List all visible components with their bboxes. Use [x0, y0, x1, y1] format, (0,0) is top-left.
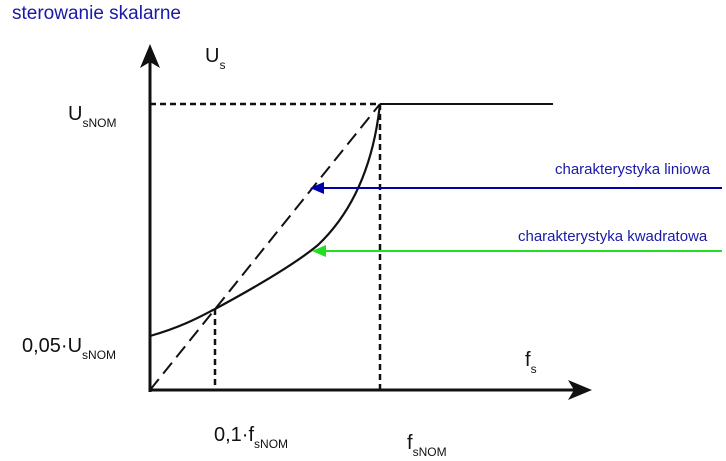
nominal-voltage-label: UsNOM [68, 103, 117, 130]
x-axis-arrowhead [568, 380, 592, 400]
x-axis-label: fs [525, 349, 537, 376]
linear-annotation-arrowhead [310, 182, 324, 194]
y-axis-label: Us [205, 45, 226, 72]
nominal-frequency-label: fsNOM [407, 432, 447, 459]
linear-characteristic-line [149, 103, 381, 391]
low-frequency-label: 0,1·fsNOM [214, 424, 289, 451]
diagram-title: sterowanie skalarne [12, 3, 181, 24]
y-axis-arrowhead [140, 44, 160, 68]
linear-characteristic-note: charakterystyka liniowa [555, 161, 711, 178]
quadratic-characteristic-curve [149, 103, 382, 338]
quadratic-characteristic-note: charakterystyka kwadratowa [518, 228, 708, 245]
low-voltage-label: 0,05·UsNOM [22, 335, 117, 362]
quadratic-annotation-arrowhead [312, 245, 326, 257]
